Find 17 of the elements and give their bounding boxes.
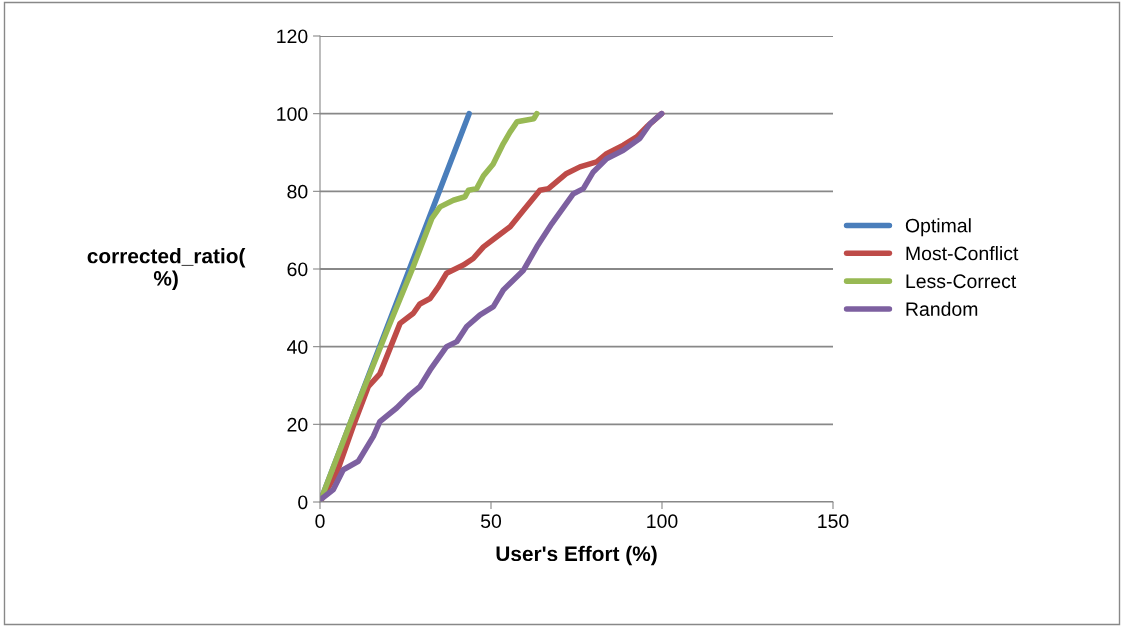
x-tick-label: 0 — [315, 514, 325, 529]
x-axis-title: User's Effort (%) — [496, 545, 657, 566]
y-tick-label: 20 — [287, 417, 308, 432]
x-tick-label: 50 — [480, 514, 502, 529]
y-axis-title: corrected_ratio( %) — [87, 248, 246, 290]
y-tick-label: 60 — [287, 262, 308, 277]
y-tick-label: 120 — [277, 29, 308, 44]
y-tick-label: 0 — [298, 495, 308, 510]
legend-label: Most-Conflict — [906, 246, 1019, 261]
y-tick-label: 100 — [277, 107, 308, 121]
legend-label: Less-Correct — [906, 274, 1017, 289]
legend-label: Optimal — [905, 218, 971, 237]
x-tick-label: 100 — [647, 514, 678, 529]
y-tick-label: 40 — [287, 340, 308, 354]
legend-label: Random — [906, 301, 978, 316]
y-tick-label: 80 — [287, 184, 308, 199]
x-tick-label: 150 — [818, 514, 849, 529]
